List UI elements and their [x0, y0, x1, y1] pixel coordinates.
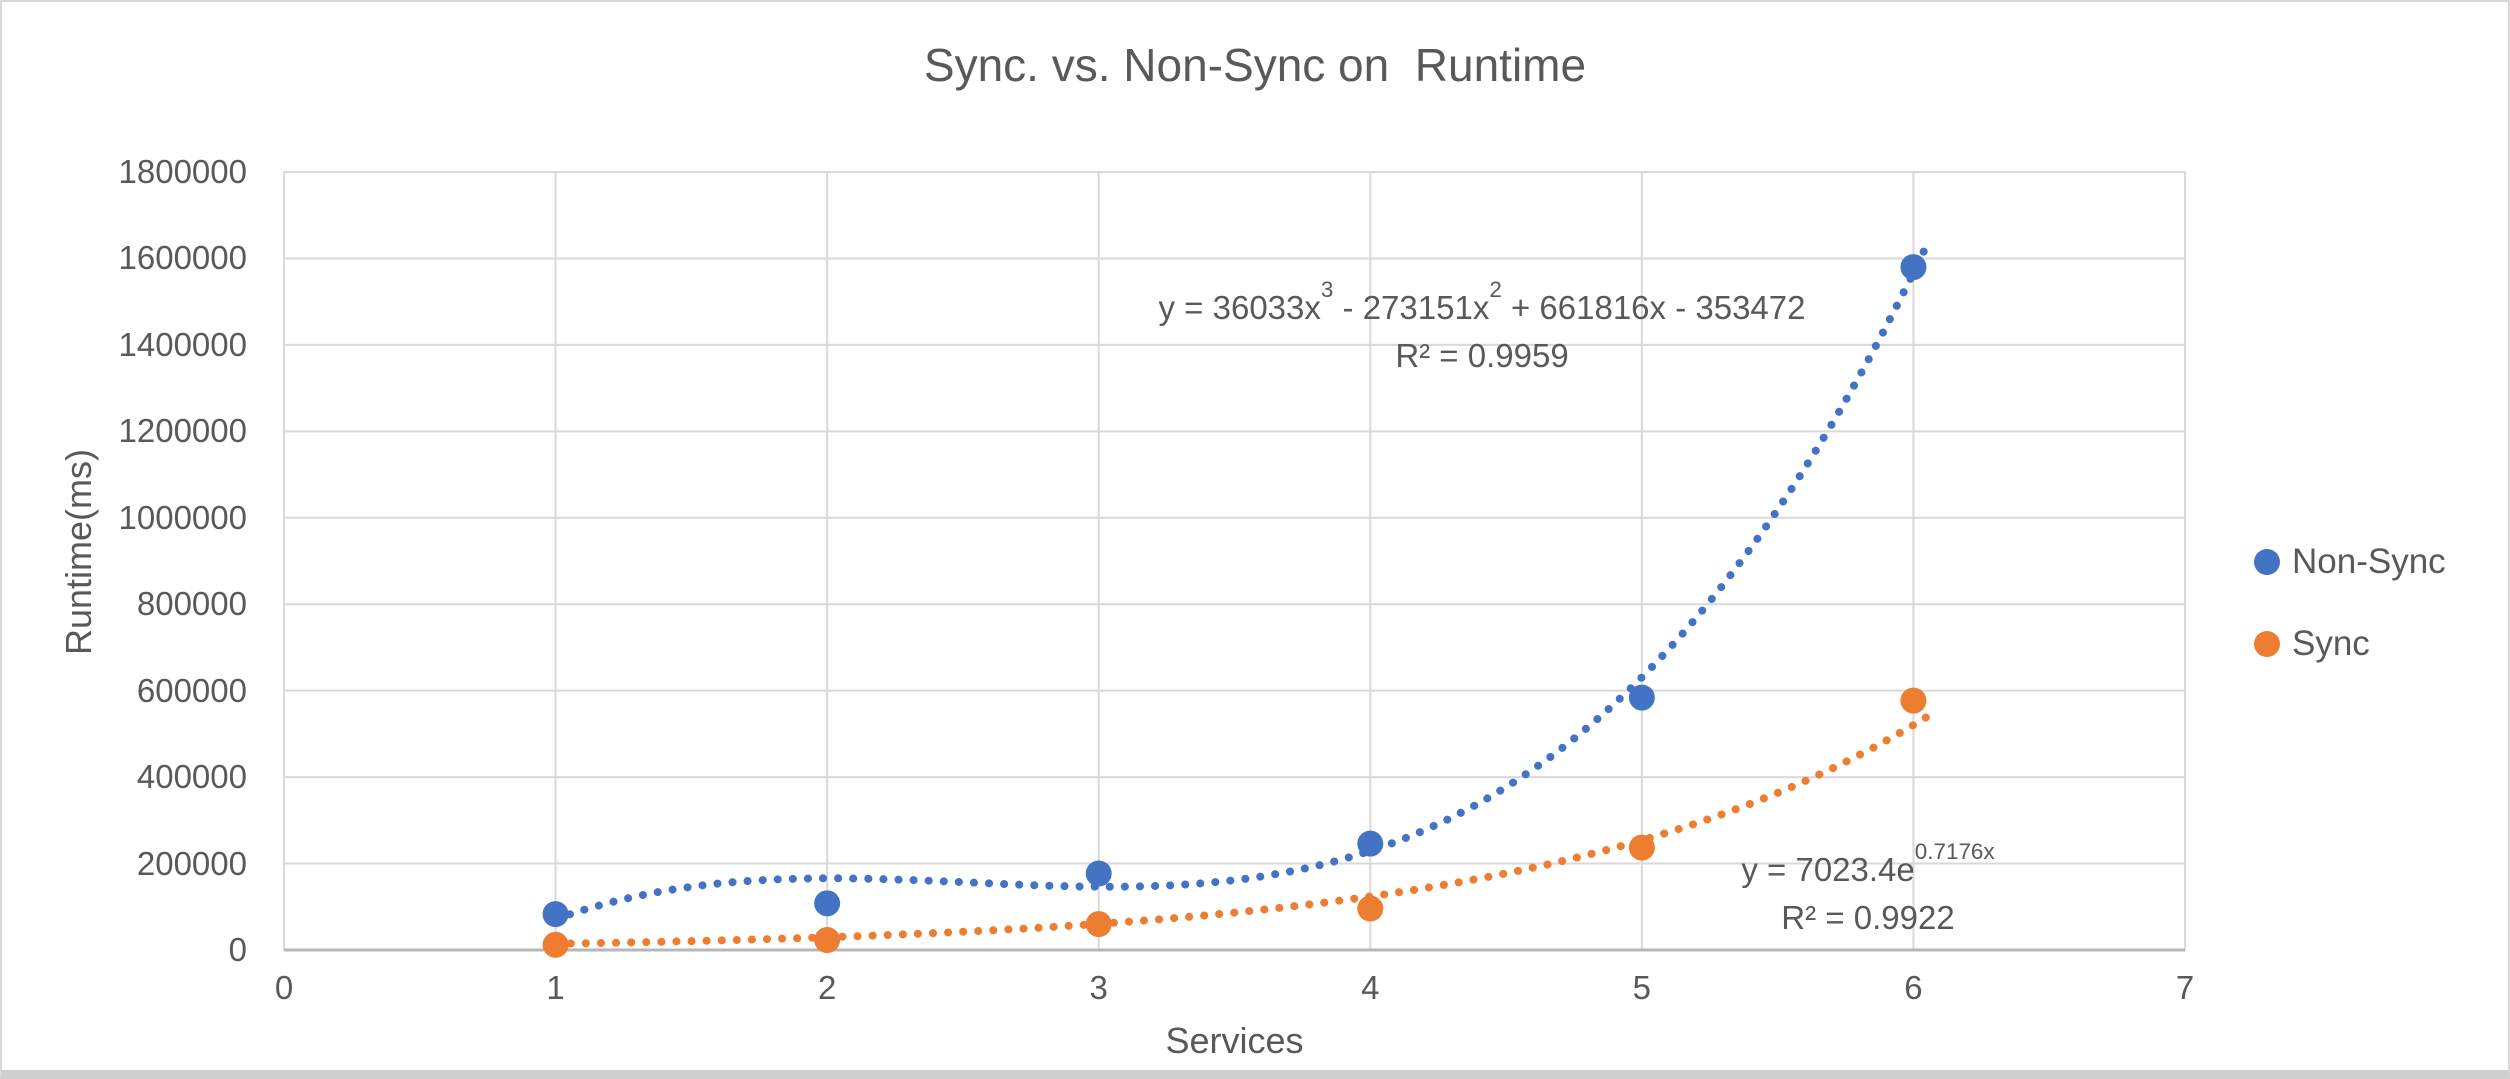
- nonsync-equation-line: y = 36033x3 - 273151x2 + 661816x - 35347…: [1158, 276, 1806, 326]
- y-tick-label: 1800000: [118, 153, 247, 190]
- x-tick-label: 7: [2175, 969, 2195, 1006]
- y-tick-label: 0: [228, 931, 247, 968]
- legend-item-nonsync: Non-Sync: [2254, 540, 2446, 584]
- y-tick-label: 1400000: [118, 325, 247, 363]
- x-tick-label: 5: [1632, 969, 1652, 1006]
- y-tick-label: 200000: [136, 844, 247, 882]
- legend-label-nonsync: Non-Sync: [2292, 542, 2446, 581]
- sync-trendline-equation: y = 7023.4e0.7176x R² = 0.9922: [1741, 838, 1994, 942]
- x-tick-label: 6: [1904, 969, 1923, 1006]
- sync-marker-icon: [2254, 631, 2280, 657]
- y-tick-label: 600000: [136, 671, 247, 709]
- y-tick-label: 1600000: [118, 239, 247, 277]
- x-axis-title: Services: [1165, 1020, 1304, 1061]
- x-tick-label: 0: [274, 969, 294, 1006]
- legend: Non-Sync Sync: [2254, 540, 2446, 666]
- sync-r2-line: R² = 0.9922: [1781, 899, 1955, 936]
- sync-equation-line: y = 7023.4e0.7176x: [1741, 838, 1995, 888]
- x-tick-label: 1: [546, 969, 565, 1006]
- y-tick-label: 800000: [136, 585, 247, 623]
- chart-title: Sync. vs. Non-Sync on Runtime: [923, 39, 1587, 91]
- x-tick-label: 3: [1089, 969, 1108, 1006]
- x-tick-label: 2: [817, 969, 837, 1006]
- x-tick-label: 4: [1361, 969, 1380, 1006]
- y-tick-label: 400000: [136, 758, 247, 796]
- legend-item-sync: Sync: [2254, 622, 2446, 666]
- nonsync-trendline-equation: y = 36033x3 - 273151x2 + 661816x - 35347…: [1159, 276, 1806, 380]
- nonsync-marker-icon: [2254, 549, 2280, 575]
- nonsync-r2-line: R² = 0.9959: [1395, 337, 1569, 374]
- y-axis-title: Runtime(ms): [58, 448, 99, 656]
- y-tick-label: 1200000: [118, 412, 247, 450]
- y-tick-label: 1000000: [118, 498, 247, 536]
- legend-label-sync: Sync: [2292, 624, 2370, 663]
